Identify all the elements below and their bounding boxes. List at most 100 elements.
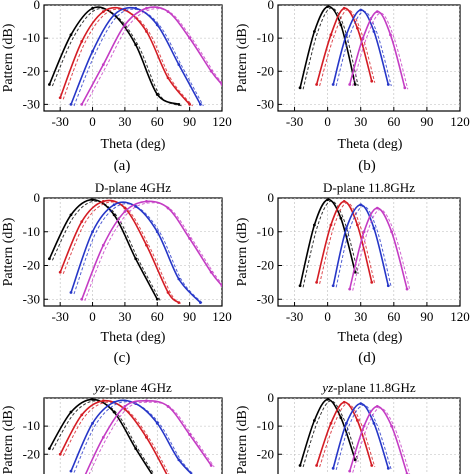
data-point [155,297,159,301]
x-tick-label: -30 [52,114,69,129]
data-point [188,433,192,436]
series-line-1-dashed [51,200,161,302]
x-tick-label: 0 [324,309,331,324]
data-point [177,458,181,462]
x-tick-label: 0 [89,309,96,324]
data-point [356,419,359,422]
x-tick-label: 30 [354,309,367,324]
data-point [331,284,335,288]
x-tick-label: 90 [420,114,433,129]
data-point [342,400,346,404]
panel-caption: (d) [358,350,376,366]
series-line-4 [81,6,222,105]
data-point [145,243,148,247]
y-tick-label: -10 [23,224,40,239]
data-point [356,26,359,30]
data-point [370,280,374,284]
series-line-4-dashed [84,8,222,107]
x-tick-label: 120 [212,309,232,324]
panel-f: 0 -10 -20 Pattern (dB) yz-plane 11.8GHz [235,380,461,474]
series-line-4-dashed [84,202,222,301]
data-point [329,33,333,37]
data-point [112,400,116,404]
data-point [386,83,390,86]
data-point [134,43,138,47]
x-tick-label: 90 [183,114,196,129]
data-point [372,30,376,33]
x-tick-label: 120 [450,114,470,129]
series-line-1-dashed [51,400,155,474]
data-point [123,407,127,411]
y-tick-label: -20 [257,258,274,273]
data-point [199,301,202,305]
y-tick-label: -10 [257,224,274,239]
series-line-4-dashed [352,209,411,291]
y-tick-label: -30 [257,291,274,306]
data-point [390,230,394,234]
data-point [370,79,374,83]
data-point [315,83,319,86]
y-axis-label: Pattern (dB) [235,217,250,286]
data-point [348,287,352,291]
grid [278,5,460,111]
data-point [134,6,138,10]
data-point [375,206,379,210]
data-point [145,30,148,33]
x-tick-label: 60 [387,309,400,324]
plot-area [43,4,223,112]
panel-b: -30 0 30 60 90 120 0 -10 -20 -30 Pattern (dB) Theta… [235,0,470,174]
series-line-2-dashed [62,201,183,305]
panel-a: -30 0 30 60 90 120 0 -10 -20 -30 Pattern (dB) Theta… [1,0,232,174]
data-point [326,398,330,401]
data-point [177,301,181,305]
series-line-3-dashed [335,404,392,470]
y-tick-label: 0 [268,390,275,405]
grid [278,198,460,306]
series-line-2-dashed [319,9,376,87]
data-point [112,213,116,217]
data-point [91,421,94,425]
data-point [134,257,138,261]
y-tick-label: -20 [23,258,40,273]
data-point [69,410,73,414]
data-point [220,284,222,288]
grid [44,198,222,306]
panel-c: -30 0 30 60 90 120 0 -10 -20 -30 Pattern (dB) Theta… [1,180,232,366]
data-point [220,83,222,86]
x-tick-label: 60 [151,114,164,129]
data-point [47,83,51,86]
x-tick-label: 60 [151,309,164,324]
x-tick-label: 90 [183,309,196,324]
y-tick-label: 0 [34,190,41,205]
x-axis-label: Theta (deg) [338,330,403,345]
data-point [80,297,84,301]
panel-title: yz-plane 11.8GHz [320,380,416,395]
y-tick-label: -20 [257,446,274,461]
data-point [348,83,352,86]
data-point [101,63,105,67]
data-point [69,291,73,294]
x-tick-label: 30 [354,114,367,129]
data-point [166,76,170,80]
x-tick-label: 0 [324,114,331,129]
data-point [313,419,316,422]
data-point [188,102,192,106]
data-point [403,86,407,90]
panel-caption: (a) [114,158,131,174]
data-point [155,23,159,27]
data-point [342,199,346,203]
series-line-1-dashed [51,8,183,107]
data-point [389,33,392,37]
data-point [112,13,116,17]
data-point [58,270,62,274]
data-point [101,243,105,247]
data-point [166,405,170,408]
y-axis-label: Pattern (dB) [235,405,250,474]
data-point [123,405,127,408]
series-line-4 [81,200,222,300]
data-point [112,203,116,207]
data-point [47,447,51,451]
x-tick-label: 90 [420,309,433,324]
data-point [47,257,51,261]
